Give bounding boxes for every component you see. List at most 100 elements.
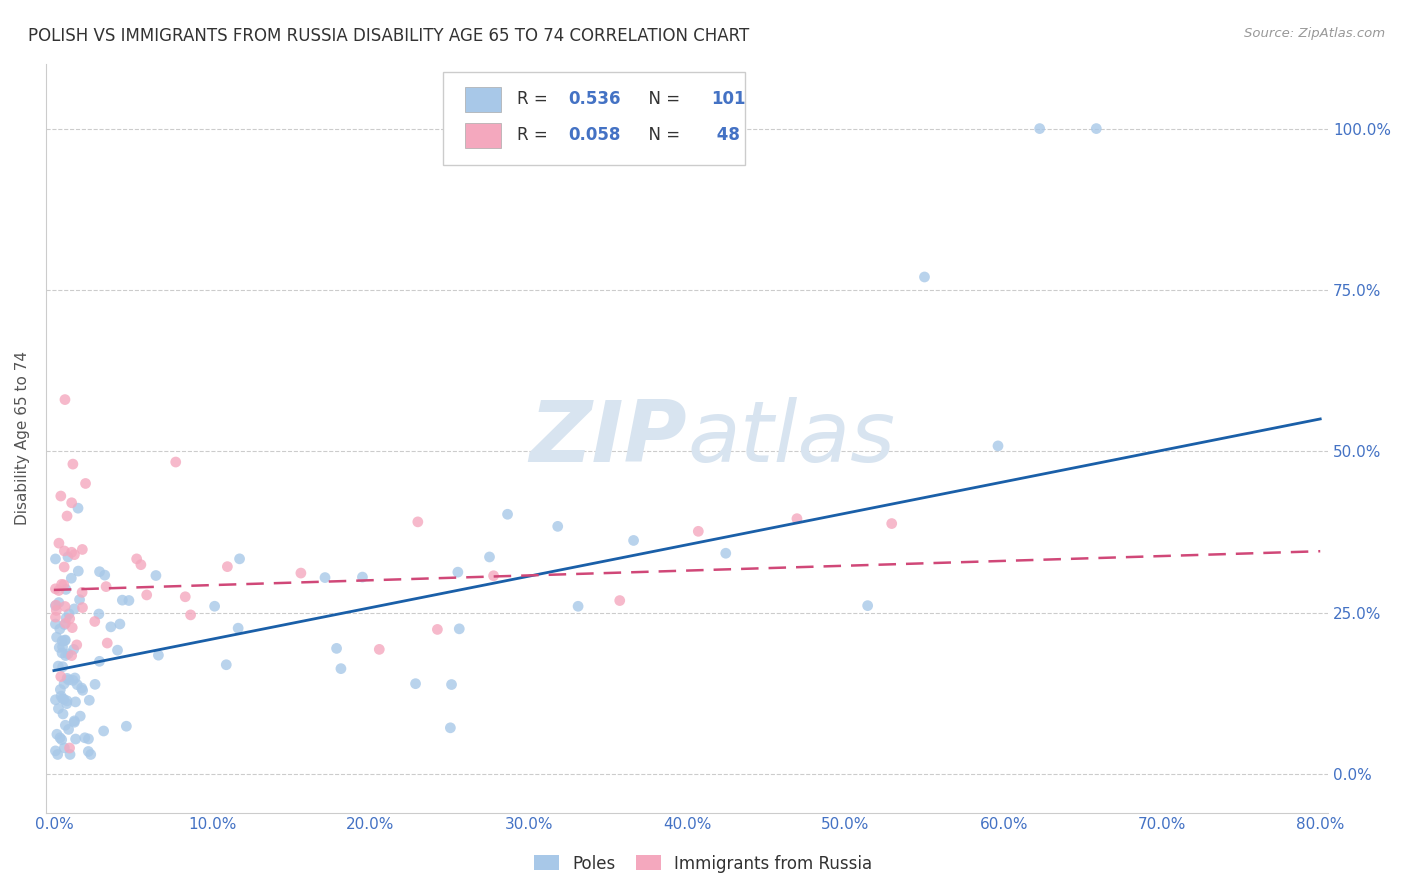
Point [100,620,122,634]
Point [145,568,167,582]
Point [52,578,75,592]
Point [51,634,73,648]
Point [46,659,69,673]
Point [63,714,86,728]
Point [51,640,73,654]
Point [623,533,645,548]
Point [58,741,80,756]
Point [547,519,569,533]
Point [72,683,94,698]
Point [51,577,73,591]
Point [1028,121,1050,136]
Point [125,552,148,566]
Point [914,270,936,285]
Point [63,602,86,616]
Point [609,593,631,607]
Point [49,669,72,683]
Point [72,542,94,557]
Point [325,641,347,656]
Text: 0.536: 0.536 [568,90,620,108]
Point [215,657,238,672]
Point [44,617,66,632]
Point [55,616,77,631]
Text: Source: ZipAtlas.com: Source: ZipAtlas.com [1244,27,1385,40]
Point [56,672,79,686]
Text: R =: R = [516,126,553,145]
Text: ZIP: ZIP [530,397,688,480]
Point [58,673,80,687]
Point [56,694,79,708]
Point [228,551,250,566]
Point [53,599,76,614]
Point [49,689,72,703]
Point [79,693,101,707]
Point [70,585,93,599]
Point [93,568,115,582]
Point [53,617,76,632]
Point [447,565,470,579]
Point [111,593,134,607]
Point [108,617,131,632]
Text: R =: R = [516,90,553,108]
Point [226,621,249,635]
Point [449,622,471,636]
Point [46,747,69,762]
Point [148,648,170,663]
Point [115,719,138,733]
Point [44,744,66,758]
Point [62,673,84,688]
Point [135,588,157,602]
Point [53,633,76,648]
Point [440,677,463,691]
Point [53,560,76,574]
Point [165,455,187,469]
Point [93,723,115,738]
Point [44,599,66,613]
FancyBboxPatch shape [443,71,745,165]
Point [44,610,66,624]
Point [352,570,374,584]
Point [77,744,100,758]
Point [44,693,66,707]
Point [48,640,70,655]
Point [53,692,76,706]
Point [688,524,710,539]
Point [290,566,312,580]
Point [55,582,77,597]
Text: N =: N = [638,126,686,145]
Point [482,568,505,582]
Point [89,654,111,668]
Point [217,559,239,574]
Point [51,732,73,747]
Point [329,662,352,676]
Point [59,612,82,626]
Point [63,671,86,685]
Point [53,718,76,732]
Point [70,681,93,695]
Text: 48: 48 [711,126,741,145]
Point [786,511,808,525]
Point [58,607,80,621]
Point [48,536,70,550]
Point [56,508,79,523]
Point [53,740,76,755]
Point [478,549,501,564]
Point [83,615,105,629]
Point [77,731,100,746]
Point [63,715,86,730]
Point [856,599,879,613]
Point [44,582,66,596]
Point [880,516,903,531]
Point [66,638,89,652]
Point [56,549,79,564]
Point [49,622,72,636]
Point [48,583,70,598]
Point [1085,121,1108,136]
Point [174,590,197,604]
Point [314,571,336,585]
Point [53,544,76,558]
Point [69,709,91,723]
Point [48,596,70,610]
Point [66,678,89,692]
Point [84,677,107,691]
